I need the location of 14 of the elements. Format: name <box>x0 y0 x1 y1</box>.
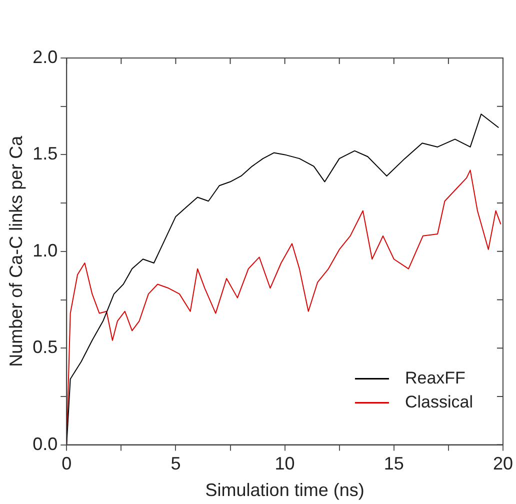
x-tick-label: 20 <box>492 454 514 474</box>
y-tick-label: 1.5 <box>32 144 58 164</box>
y-tick-label: 0.5 <box>32 337 58 358</box>
y-tick-label: 1.0 <box>32 240 58 260</box>
x-tick-label: 10 <box>274 454 295 474</box>
legend-label: ReaxFF <box>404 368 466 388</box>
y-tick-label: 2.0 <box>32 46 58 67</box>
x-tick-label: 5 <box>170 454 181 474</box>
legend-label: Classical <box>404 392 474 412</box>
x-tick-label: 15 <box>384 454 404 474</box>
text: 0.0 <box>32 434 58 454</box>
x-axis-title: Simulation time (ns) <box>205 480 364 500</box>
y-axis-title: Number of Ca-C links per Ca <box>6 134 26 367</box>
x-tick-label: 0 <box>62 454 72 474</box>
